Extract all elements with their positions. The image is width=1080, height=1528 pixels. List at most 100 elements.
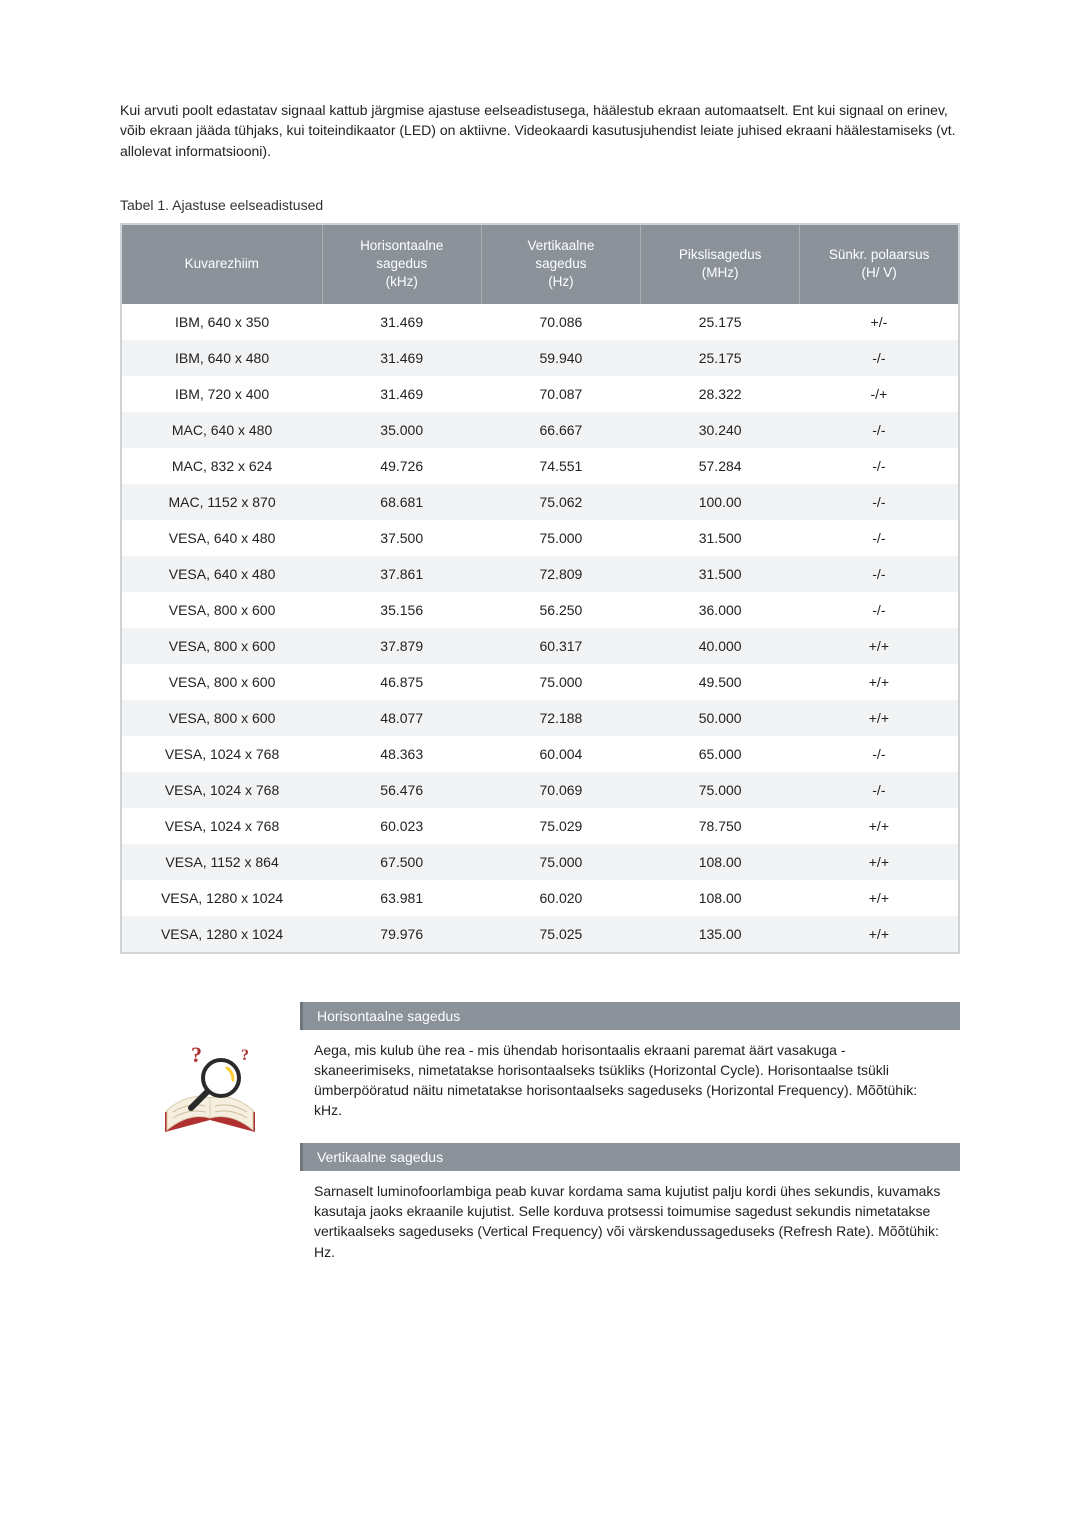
table-cell: -/- bbox=[800, 736, 959, 772]
table-header-cell: Sünkr. polaarsus(H/ V) bbox=[800, 224, 959, 304]
info-section-body: Aega, mis kulub ühe rea - mis ühendab ho… bbox=[300, 1030, 960, 1143]
table-cell: +/+ bbox=[800, 916, 959, 953]
table-cell: VESA, 1152 x 864 bbox=[121, 844, 322, 880]
table-cell: +/+ bbox=[800, 808, 959, 844]
table-cell: IBM, 720 x 400 bbox=[121, 376, 322, 412]
table-cell: 60.023 bbox=[322, 808, 481, 844]
table-cell: +/+ bbox=[800, 700, 959, 736]
table-header-cell: Vertikaalnesagedus(Hz) bbox=[481, 224, 640, 304]
table-head: KuvarezhiimHorisontaalnesagedus(kHz)Vert… bbox=[121, 224, 959, 304]
table-cell: 28.322 bbox=[641, 376, 800, 412]
table-cell: VESA, 1024 x 768 bbox=[121, 772, 322, 808]
table-cell: 70.087 bbox=[481, 376, 640, 412]
table-cell: 79.976 bbox=[322, 916, 481, 953]
table-cell: VESA, 800 x 600 bbox=[121, 628, 322, 664]
table-cell: MAC, 640 x 480 bbox=[121, 412, 322, 448]
table-cell: 74.551 bbox=[481, 448, 640, 484]
table-cell: 31.500 bbox=[641, 520, 800, 556]
table-cell: VESA, 800 x 600 bbox=[121, 664, 322, 700]
table-cell: 49.726 bbox=[322, 448, 481, 484]
table-cell: 68.681 bbox=[322, 484, 481, 520]
table-cell: -/- bbox=[800, 556, 959, 592]
table-cell: 31.469 bbox=[322, 304, 481, 340]
svg-text:?: ? bbox=[191, 1042, 202, 1067]
table-cell: 75.062 bbox=[481, 484, 640, 520]
table-cell: +/+ bbox=[800, 664, 959, 700]
table-cell: 57.284 bbox=[641, 448, 800, 484]
table-cell: 60.004 bbox=[481, 736, 640, 772]
table-row: VESA, 640 x 48037.50075.00031.500-/- bbox=[121, 520, 959, 556]
table-cell: 75.000 bbox=[481, 664, 640, 700]
table-row: VESA, 1024 x 76860.02375.02978.750+/+ bbox=[121, 808, 959, 844]
table-cell: 72.809 bbox=[481, 556, 640, 592]
table-header-cell: Horisontaalnesagedus(kHz) bbox=[322, 224, 481, 304]
table-cell: 48.363 bbox=[322, 736, 481, 772]
table-cell: 37.879 bbox=[322, 628, 481, 664]
table-cell: 75.000 bbox=[481, 520, 640, 556]
table-row: VESA, 1024 x 76848.36360.00465.000-/- bbox=[121, 736, 959, 772]
table-cell: 31.469 bbox=[322, 340, 481, 376]
table-cell: VESA, 640 x 480 bbox=[121, 556, 322, 592]
table-cell: 25.175 bbox=[641, 340, 800, 376]
table-row: IBM, 720 x 40031.46970.08728.322-/+ bbox=[121, 376, 959, 412]
table-row: VESA, 640 x 48037.86172.80931.500-/- bbox=[121, 556, 959, 592]
table-cell: 40.000 bbox=[641, 628, 800, 664]
table-cell: +/- bbox=[800, 304, 959, 340]
table-cell: 46.875 bbox=[322, 664, 481, 700]
table-cell: 65.000 bbox=[641, 736, 800, 772]
table-cell: 75.000 bbox=[641, 772, 800, 808]
svg-text:?: ? bbox=[241, 1047, 249, 1064]
table-body: IBM, 640 x 35031.46970.08625.175+/-IBM, … bbox=[121, 304, 959, 953]
table-cell: 49.500 bbox=[641, 664, 800, 700]
table-cell: 75.000 bbox=[481, 844, 640, 880]
table-cell: +/+ bbox=[800, 880, 959, 916]
frequency-info: ? ? Horisontaalne sagedusAega, mis kulub… bbox=[120, 1002, 960, 1284]
intro-paragraph: Kui arvuti poolt edastatav signaal kattu… bbox=[120, 100, 960, 161]
table-cell: -/- bbox=[800, 592, 959, 628]
table-cell: 25.175 bbox=[641, 304, 800, 340]
table-cell: 30.240 bbox=[641, 412, 800, 448]
table-cell: 35.000 bbox=[322, 412, 481, 448]
table-cell: 31.500 bbox=[641, 556, 800, 592]
table-row: VESA, 800 x 60037.87960.31740.000+/+ bbox=[121, 628, 959, 664]
table-cell: VESA, 1280 x 1024 bbox=[121, 880, 322, 916]
table-cell: 70.086 bbox=[481, 304, 640, 340]
table-cell: VESA, 1280 x 1024 bbox=[121, 916, 322, 953]
table-cell: 59.940 bbox=[481, 340, 640, 376]
table-cell: 135.00 bbox=[641, 916, 800, 953]
table-cell: 75.029 bbox=[481, 808, 640, 844]
table-caption: Tabel 1. Ajastuse eelseadistused bbox=[120, 197, 960, 213]
table-cell: 67.500 bbox=[322, 844, 481, 880]
table-cell: +/+ bbox=[800, 628, 959, 664]
table-cell: 78.750 bbox=[641, 808, 800, 844]
info-section-header: Vertikaalne sagedus bbox=[300, 1143, 960, 1171]
table-row: VESA, 800 x 60035.15656.25036.000-/- bbox=[121, 592, 959, 628]
table-cell: MAC, 1152 x 870 bbox=[121, 484, 322, 520]
table-cell: VESA, 800 x 600 bbox=[121, 592, 322, 628]
table-row: VESA, 1152 x 86467.50075.000108.00+/+ bbox=[121, 844, 959, 880]
table-row: VESA, 800 x 60046.87575.00049.500+/+ bbox=[121, 664, 959, 700]
table-cell: IBM, 640 x 480 bbox=[121, 340, 322, 376]
table-cell: 72.188 bbox=[481, 700, 640, 736]
table-row: VESA, 1280 x 102463.98160.020108.00+/+ bbox=[121, 880, 959, 916]
table-cell: 75.025 bbox=[481, 916, 640, 953]
table-row: MAC, 640 x 48035.00066.66730.240-/- bbox=[121, 412, 959, 448]
table-cell: VESA, 800 x 600 bbox=[121, 700, 322, 736]
table-cell: 37.861 bbox=[322, 556, 481, 592]
table-cell: +/+ bbox=[800, 844, 959, 880]
table-cell: 56.250 bbox=[481, 592, 640, 628]
table-cell: -/+ bbox=[800, 376, 959, 412]
table-cell: 50.000 bbox=[641, 700, 800, 736]
table-cell: 37.500 bbox=[322, 520, 481, 556]
table-cell: 66.667 bbox=[481, 412, 640, 448]
table-cell: 36.000 bbox=[641, 592, 800, 628]
info-section-header: Horisontaalne sagedus bbox=[300, 1002, 960, 1030]
table-cell: -/- bbox=[800, 340, 959, 376]
table-cell: 48.077 bbox=[322, 700, 481, 736]
timing-table: KuvarezhiimHorisontaalnesagedus(kHz)Vert… bbox=[120, 223, 960, 954]
table-cell: 70.069 bbox=[481, 772, 640, 808]
table-cell: 60.020 bbox=[481, 880, 640, 916]
table-row: VESA, 1280 x 102479.97675.025135.00+/+ bbox=[121, 916, 959, 953]
table-cell: 35.156 bbox=[322, 592, 481, 628]
table-cell: -/- bbox=[800, 520, 959, 556]
